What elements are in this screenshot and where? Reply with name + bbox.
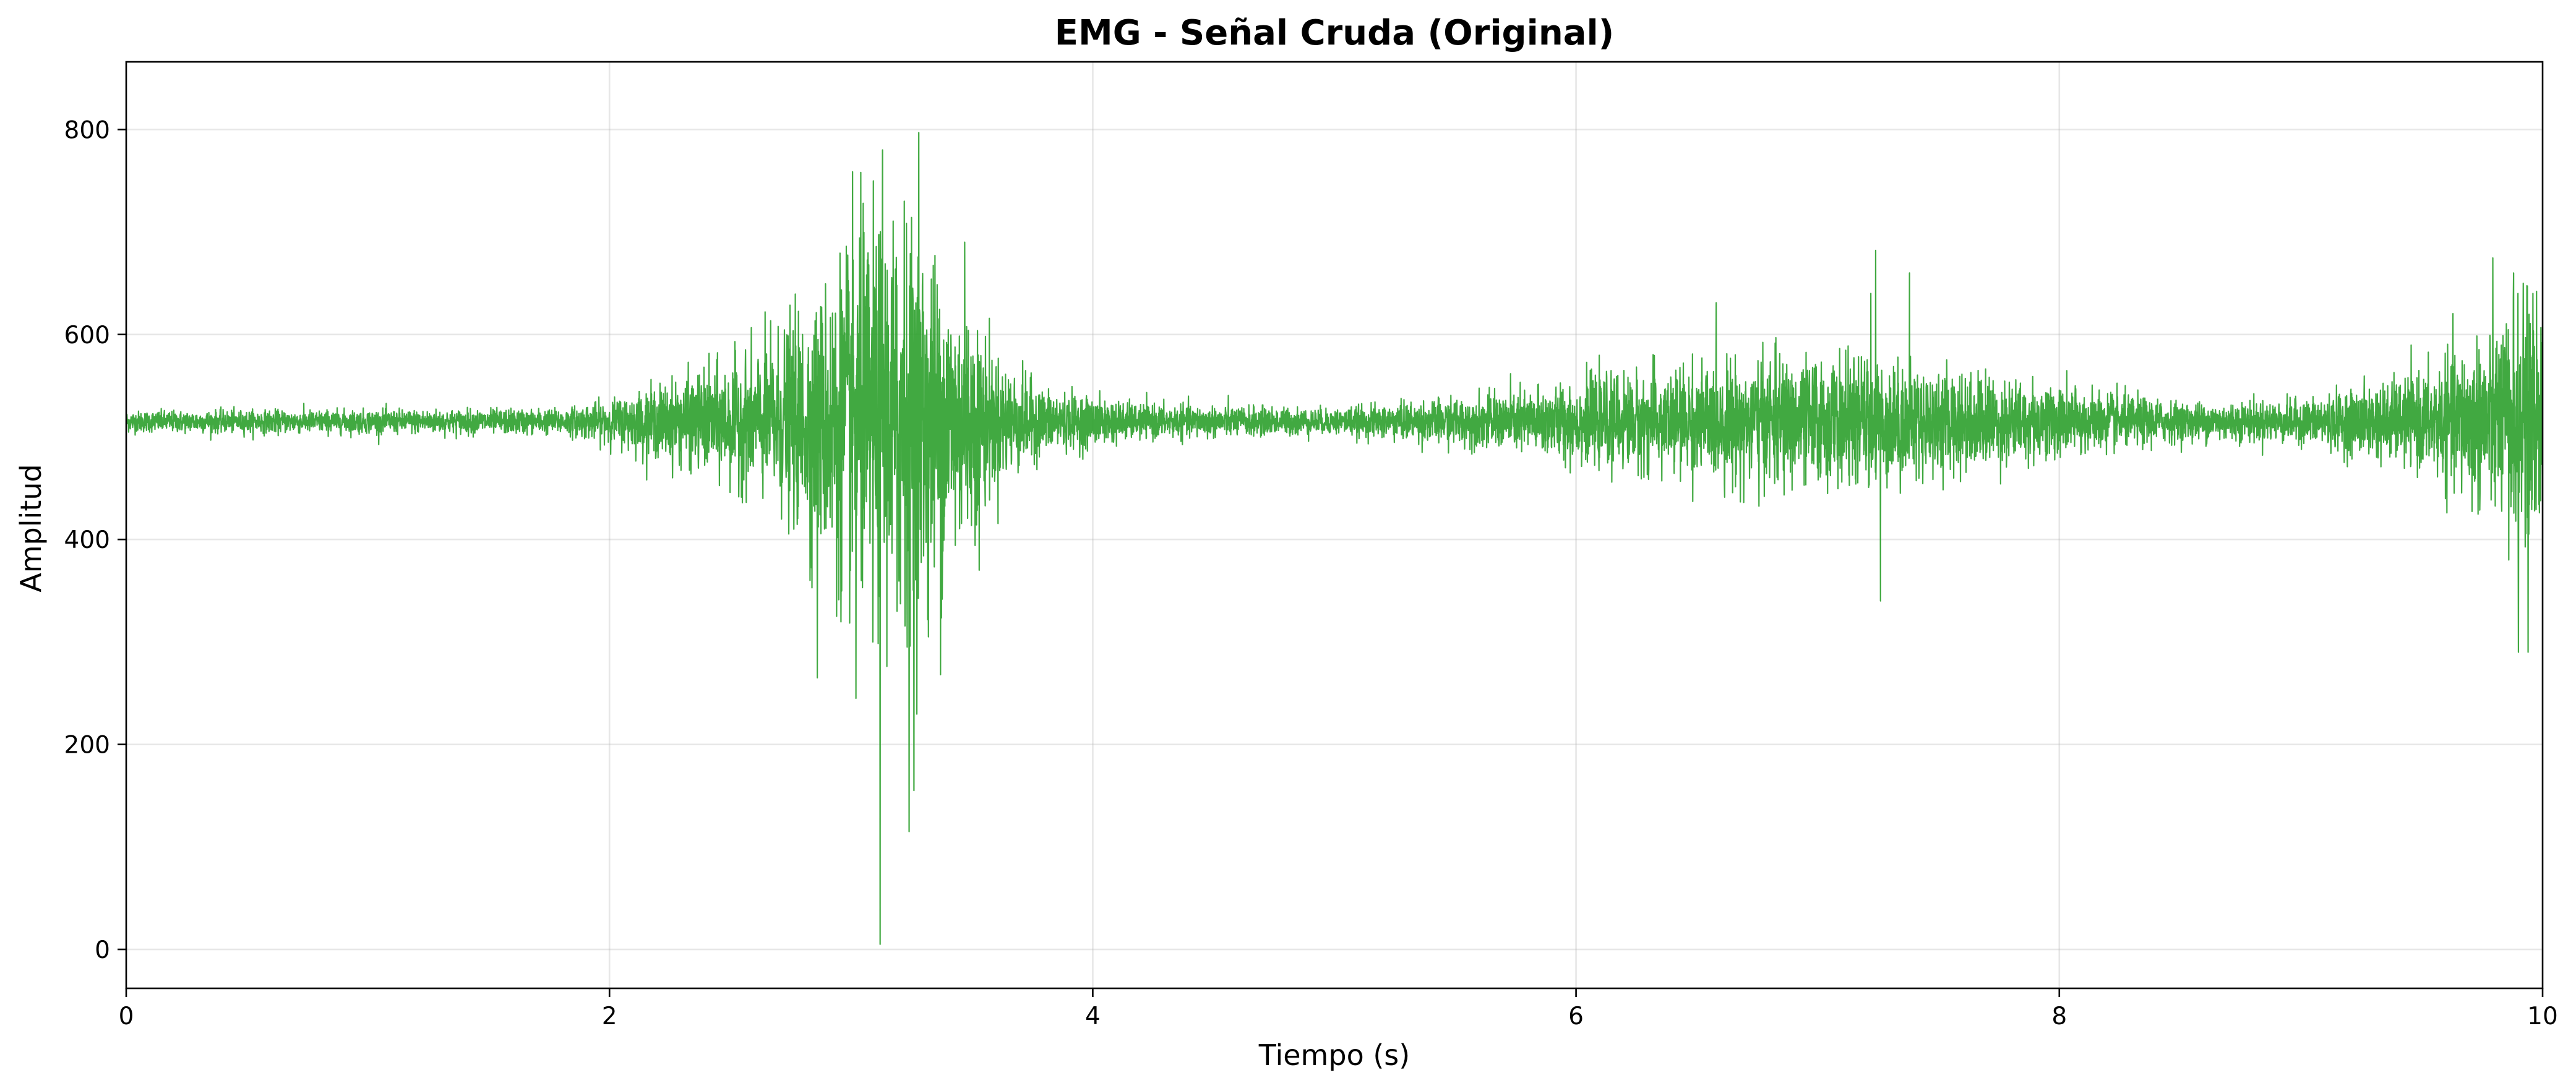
chart-title: EMG - Señal Cruda (Original) [1055,13,1615,53]
y-tick-label: 800 [64,116,110,144]
y-axis-label: Amplitud [14,464,48,592]
x-tick-label: 2 [602,1003,617,1030]
x-axis-label: Tiempo (s) [1258,1038,1410,1072]
x-tick-label: 4 [1085,1003,1101,1030]
x-tick-label: 8 [2051,1003,2067,1030]
y-tick-label: 200 [64,732,110,759]
grid [125,62,2544,988]
plot-area [126,132,2543,945]
x-tick-label: 0 [119,1003,134,1030]
y-tick-label: 400 [64,526,110,554]
x-tick-label: 10 [2527,1003,2558,1030]
x-tick-label: 6 [1568,1003,1584,1030]
emg-signal-line [126,132,2543,945]
plot-frame [125,61,2544,990]
y-tick-label: 0 [95,936,110,964]
y-tick-label: 600 [64,322,110,349]
axis-ticks: 0 2 4 6 8 10 0 200 400 600 800 [64,116,2558,1030]
